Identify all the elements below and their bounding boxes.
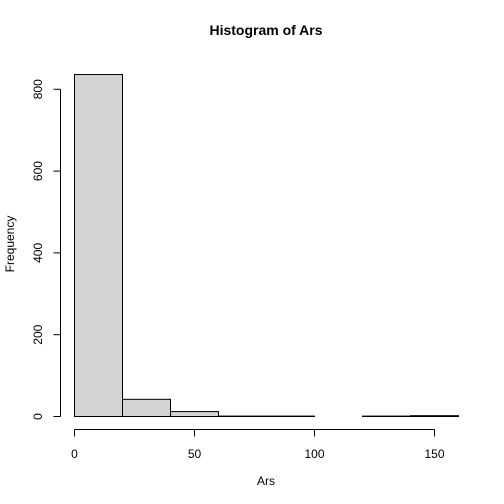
y-tick-label: 600: [31, 161, 45, 181]
histogram-bar: [75, 75, 123, 417]
x-tick-label: 0: [71, 447, 78, 461]
histogram-bar: [171, 412, 219, 417]
histogram-bar: [411, 416, 459, 417]
x-tick-label: 100: [304, 447, 324, 461]
y-axis-label: Frequency: [3, 216, 17, 273]
y-tick-label: 0: [31, 413, 45, 420]
histogram-bar: [123, 399, 171, 416]
y-tick-label: 800: [31, 79, 45, 99]
x-axis-label: Ars: [257, 474, 275, 488]
y-tick-label: 400: [31, 243, 45, 263]
x-tick-label: 150: [424, 447, 444, 461]
chart-title: Histogram of Ars: [209, 22, 322, 38]
y-tick-label: 200: [31, 324, 45, 344]
x-tick-label: 50: [188, 447, 202, 461]
